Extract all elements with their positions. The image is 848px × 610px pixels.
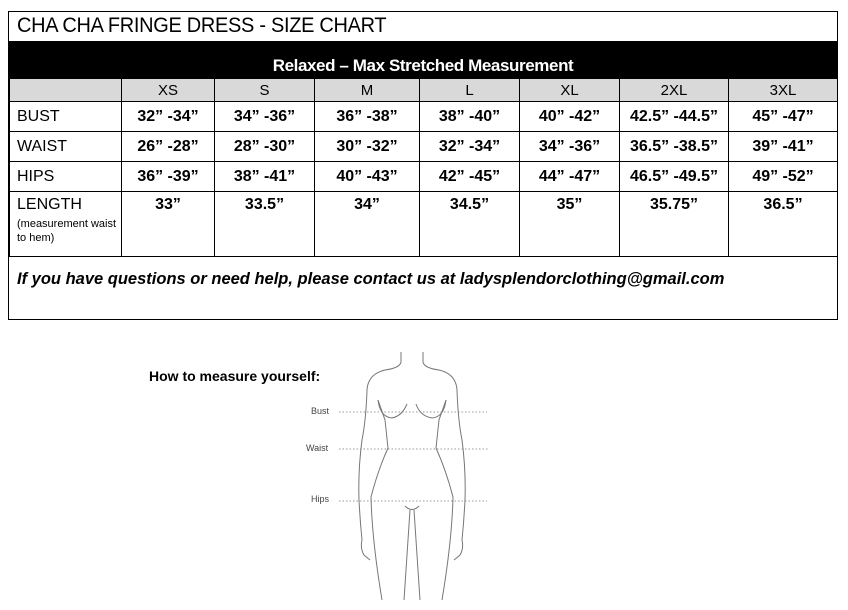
cell: 28” -30” bbox=[214, 131, 315, 162]
cell: 34” bbox=[314, 191, 420, 257]
bust-label: Bust bbox=[311, 406, 330, 416]
cell: 35” bbox=[519, 191, 620, 257]
cell: 45” -47” bbox=[728, 101, 838, 132]
cell: 38” -41” bbox=[214, 161, 315, 192]
size-header: 2XL bbox=[619, 78, 729, 102]
cell: 38” -40” bbox=[419, 101, 520, 132]
size-table: XS S M L XL 2XL 3XL BUST 32” -34” 34” -3… bbox=[9, 78, 838, 257]
contact-note: If you have questions or need help, plea… bbox=[17, 270, 725, 288]
size-header: XS bbox=[121, 78, 215, 102]
cell: 36.5” bbox=[728, 191, 838, 257]
size-header: 3XL bbox=[728, 78, 838, 102]
banner-text: Relaxed – Max Stretched Measurement bbox=[272, 56, 574, 75]
hips-label: Hips bbox=[311, 494, 330, 504]
cell: 36” -39” bbox=[121, 161, 215, 192]
cell: 39” -41” bbox=[728, 131, 838, 162]
size-chart: CHA CHA FRINGE DRESS - SIZE CHART Relaxe… bbox=[8, 11, 838, 320]
length-sublabel: (measurement waist to hem) bbox=[17, 218, 117, 244]
cell: 36.5” -38.5” bbox=[619, 131, 729, 162]
cell: 35.75” bbox=[619, 191, 729, 257]
measurement-banner: Relaxed – Max Stretched Measurement bbox=[9, 41, 837, 78]
measure-lines bbox=[339, 411, 488, 502]
figure-heading: How to measure yourself: bbox=[149, 368, 321, 384]
cell: 34.5” bbox=[419, 191, 520, 257]
length-label: LENGTH bbox=[17, 196, 82, 213]
chart-title: CHA CHA FRINGE DRESS - SIZE CHART bbox=[17, 14, 387, 37]
table-row-length: LENGTH (measurement waist to hem) 33” 33.… bbox=[9, 191, 838, 257]
cell: 49” -52” bbox=[728, 161, 838, 192]
cell: 34” -36” bbox=[214, 101, 315, 132]
cell: 32” -34” bbox=[121, 101, 215, 132]
size-header-row: XS S M L XL 2XL 3XL bbox=[9, 78, 838, 102]
row-label: LENGTH (measurement waist to hem) bbox=[9, 191, 122, 257]
size-header: S bbox=[214, 78, 315, 102]
cell: 32” -34” bbox=[419, 131, 520, 162]
cell: 33” bbox=[121, 191, 215, 257]
waist-label: Waist bbox=[306, 443, 329, 453]
cell: 40” -43” bbox=[314, 161, 420, 192]
size-header: XL bbox=[519, 78, 620, 102]
cell: 42.5” -44.5” bbox=[619, 101, 729, 132]
